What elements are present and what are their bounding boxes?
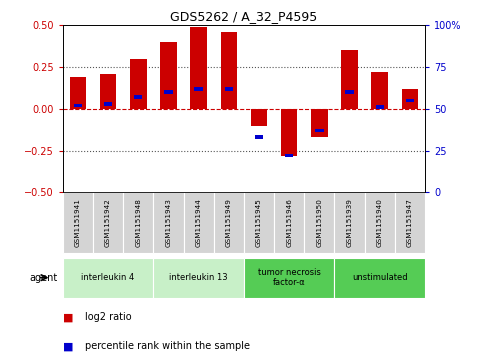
Bar [63, 258, 154, 298]
Bar [93, 192, 123, 253]
Text: ■: ■ [63, 341, 73, 351]
Text: interleukin 4: interleukin 4 [82, 273, 135, 282]
Bar [395, 192, 425, 253]
Bar [345, 90, 354, 94]
Bar [130, 59, 146, 109]
Bar [164, 90, 172, 94]
Bar [251, 109, 267, 126]
Bar [334, 192, 365, 253]
Bar [371, 72, 388, 109]
Text: GSM1151942: GSM1151942 [105, 199, 111, 247]
Bar [402, 89, 418, 109]
Bar [281, 109, 298, 156]
Bar [160, 42, 177, 109]
Text: GSM1151940: GSM1151940 [377, 199, 383, 247]
Bar [190, 27, 207, 109]
Bar [255, 135, 263, 139]
Text: GSM1151949: GSM1151949 [226, 199, 232, 247]
Text: tumor necrosis
factor-α: tumor necrosis factor-α [258, 268, 321, 287]
Bar [74, 104, 82, 107]
Bar [184, 192, 213, 253]
Text: GSM1151944: GSM1151944 [196, 199, 201, 247]
Bar [334, 258, 425, 298]
Bar [221, 32, 237, 109]
Bar [213, 192, 244, 253]
Text: agent: agent [30, 273, 58, 283]
Bar [341, 50, 358, 109]
Title: GDS5262 / A_32_P4595: GDS5262 / A_32_P4595 [170, 10, 317, 23]
Bar [123, 192, 154, 253]
Text: GSM1151947: GSM1151947 [407, 199, 413, 247]
Text: ■: ■ [63, 312, 73, 322]
Text: GSM1151939: GSM1151939 [347, 199, 353, 247]
Bar [376, 105, 384, 109]
Text: GSM1151946: GSM1151946 [286, 199, 292, 247]
Bar [104, 102, 112, 106]
Text: GSM1151943: GSM1151943 [166, 199, 171, 247]
Bar [406, 99, 414, 102]
Bar [244, 258, 334, 298]
Bar [274, 192, 304, 253]
Bar [225, 87, 233, 91]
Text: interleukin 13: interleukin 13 [170, 273, 228, 282]
Bar [154, 192, 184, 253]
Text: percentile rank within the sample: percentile rank within the sample [85, 341, 250, 351]
Text: GSM1151941: GSM1151941 [75, 199, 81, 247]
Text: GSM1151950: GSM1151950 [316, 199, 322, 247]
Bar [63, 192, 93, 253]
Bar [195, 87, 203, 91]
Text: GSM1151945: GSM1151945 [256, 199, 262, 247]
Bar [70, 77, 86, 109]
Bar [304, 192, 334, 253]
Text: unstimulated: unstimulated [352, 273, 408, 282]
Bar [365, 192, 395, 253]
Bar [285, 154, 293, 158]
Bar [315, 129, 324, 132]
Text: log2 ratio: log2 ratio [85, 312, 131, 322]
Bar [311, 109, 327, 137]
Bar [134, 95, 142, 99]
Bar [100, 74, 116, 109]
Bar [154, 258, 244, 298]
Bar [244, 192, 274, 253]
Text: GSM1151948: GSM1151948 [135, 199, 141, 247]
